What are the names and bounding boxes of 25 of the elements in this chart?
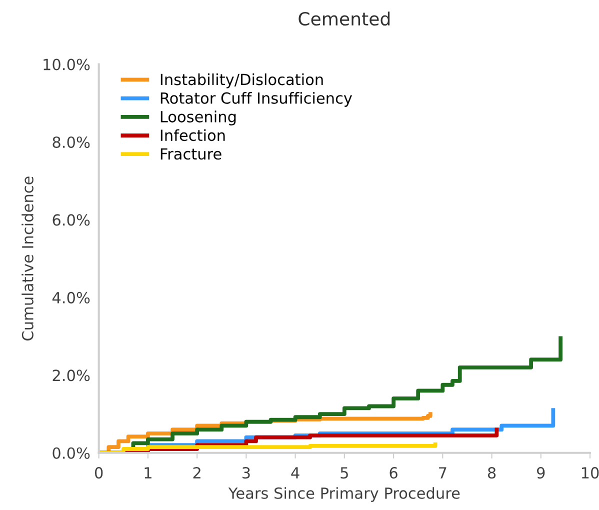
legend-label: Fracture xyxy=(160,148,222,160)
y-tick-label: 10.0% xyxy=(44,58,90,70)
x-tick-label: 10 xyxy=(582,467,599,479)
x-tick-label: 2 xyxy=(193,467,200,478)
legend-label: Loosening xyxy=(160,110,236,126)
x-tick-label: 7 xyxy=(439,467,446,478)
x-tick-label: 3 xyxy=(242,467,250,479)
x-tick-label: 6 xyxy=(390,467,398,479)
legend-label: Rotator Cuff Insufficiency xyxy=(160,92,352,107)
chart-title: Cemented xyxy=(298,12,390,26)
x-axis-title: Years Since Primary Procedure xyxy=(228,487,460,502)
x-tick-label: 4 xyxy=(291,467,300,478)
legend-label: Infection xyxy=(160,129,225,142)
y-tick-label: 2.0% xyxy=(52,370,90,382)
y-tick-label: 6.0% xyxy=(52,214,90,226)
x-tick-label: 5 xyxy=(340,467,348,479)
y-tick-label: 8.0% xyxy=(52,136,90,148)
y-tick-label: 4.0% xyxy=(52,292,90,304)
x-tick-label: 1 xyxy=(144,467,152,478)
x-tick-label: 0 xyxy=(94,467,103,479)
x-tick-label: 9 xyxy=(537,467,545,479)
y-tick-label: 0.0% xyxy=(52,447,90,459)
x-tick-label: 8 xyxy=(488,467,496,479)
y-axis-title: Cumulative Incidence xyxy=(22,176,34,340)
legend-label: Instability/Dislocation xyxy=(160,73,323,88)
